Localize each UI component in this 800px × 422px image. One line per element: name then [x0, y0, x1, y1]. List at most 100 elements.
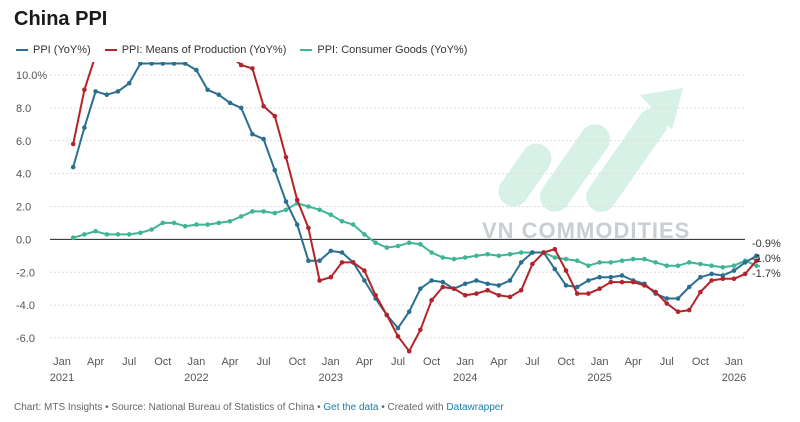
series-point-2	[171, 220, 177, 226]
series-point-1	[496, 293, 502, 298]
series-point-1	[530, 261, 535, 267]
series-point-2	[440, 255, 446, 260]
series-point-1	[93, 53, 98, 58]
series-point-2	[418, 242, 423, 247]
y-tick-label: 6.0	[16, 136, 31, 148]
x-tick-label: Oct	[289, 356, 306, 368]
legend-label-consumer: PPI: Consumer Goods (YoY%)	[317, 44, 468, 56]
x-tick-label: Jul	[391, 356, 405, 368]
series-point-1	[574, 291, 580, 296]
series-point-0	[474, 278, 479, 283]
series-point-0	[115, 89, 121, 94]
watermark-bar-2	[539, 124, 611, 212]
series-point-2	[238, 214, 244, 219]
series-point-0	[93, 89, 98, 94]
series-point-2	[698, 261, 703, 267]
series-point-2	[686, 260, 692, 265]
series-point-0	[160, 62, 166, 66]
end-label: -1.7%	[752, 268, 781, 280]
series-point-2	[350, 222, 356, 227]
end-label: -1.0%	[752, 253, 781, 265]
series-point-2	[675, 263, 681, 269]
x-tick-label: Jul	[122, 356, 136, 368]
series-point-2	[70, 235, 76, 240]
series-point-0	[294, 222, 300, 227]
series-point-1	[70, 141, 76, 147]
legend-swatch-means	[104, 49, 117, 51]
series-point-0	[227, 100, 233, 106]
series-point-0	[171, 62, 177, 66]
series-point-1	[731, 276, 737, 282]
series-point-1	[642, 283, 647, 288]
series-point-1	[440, 284, 446, 290]
series-point-2	[216, 220, 222, 226]
series-point-0	[283, 199, 289, 204]
series-point-1	[485, 288, 490, 293]
y-tick-label: 0.0	[16, 234, 31, 246]
series-point-0	[429, 278, 434, 283]
series-point-0	[272, 168, 278, 173]
series-point-0	[496, 283, 502, 288]
series-point-1	[462, 293, 468, 298]
series-point-1	[283, 154, 289, 160]
series-point-0	[216, 92, 222, 97]
series-point-0	[686, 284, 692, 290]
legend-item-means: PPI: Means of Production (YoY%)	[104, 44, 287, 56]
series-point-1	[608, 279, 614, 285]
series-point-1	[228, 53, 233, 58]
x-tick-label: Jan	[725, 356, 743, 368]
series-point-1	[194, 53, 199, 58]
x-tick-label: Jan	[322, 356, 340, 368]
series-point-0	[149, 62, 154, 66]
series-line-2	[72, 202, 760, 269]
series-point-2	[272, 210, 278, 216]
series-point-0	[362, 278, 367, 283]
y-tick-label: 10.0%	[16, 70, 47, 82]
series-point-1	[653, 289, 658, 295]
x-tick-label: Apr	[221, 356, 238, 368]
series-point-2	[384, 245, 390, 250]
series-point-0	[317, 258, 322, 264]
series-point-0	[731, 268, 737, 273]
series-point-1	[586, 291, 591, 296]
series-point-2	[138, 230, 143, 236]
series-point-1	[161, 53, 166, 58]
x-tick-year-label: 2025	[587, 372, 611, 384]
x-tick-label: Oct	[154, 356, 171, 368]
series-point-1	[105, 53, 110, 58]
series-point-1	[518, 288, 524, 293]
x-tick-label: Jan	[456, 356, 474, 368]
footer-source: Chart: MTS Insights • Source: National B…	[14, 402, 324, 413]
legend-label-means: PPI: Means of Production (YoY%)	[121, 44, 287, 56]
series-point-1	[429, 297, 434, 303]
series-point-2	[653, 260, 658, 265]
series-point-2	[664, 263, 670, 269]
series-point-2	[709, 263, 714, 269]
series-point-0	[619, 273, 625, 278]
legend-swatch-ppi	[16, 49, 28, 51]
series-point-2	[115, 232, 121, 237]
series-point-2	[205, 222, 210, 227]
series-point-1	[541, 250, 546, 255]
series-point-2	[160, 220, 166, 226]
series-point-2	[485, 251, 490, 257]
series-point-1	[754, 258, 759, 264]
series-point-0	[261, 136, 266, 142]
x-tick-label: Apr	[625, 356, 642, 368]
series-point-0	[70, 164, 76, 170]
series-point-1	[317, 278, 322, 283]
series-point-2	[574, 258, 580, 264]
get-data-link[interactable]: Get the data	[323, 402, 379, 413]
series-point-2	[731, 263, 737, 269]
datawrapper-link[interactable]: Datawrapper	[446, 402, 504, 413]
series-point-2	[373, 240, 378, 245]
legend-swatch-consumer	[300, 49, 313, 51]
series-point-0	[440, 279, 446, 285]
x-tick-label: Jul	[257, 356, 271, 368]
series-point-1	[664, 301, 670, 306]
x-tick-label: Jul	[660, 356, 674, 368]
series-point-2	[82, 232, 87, 237]
watermark-arrow-head	[640, 88, 683, 130]
series-point-1	[172, 53, 177, 58]
